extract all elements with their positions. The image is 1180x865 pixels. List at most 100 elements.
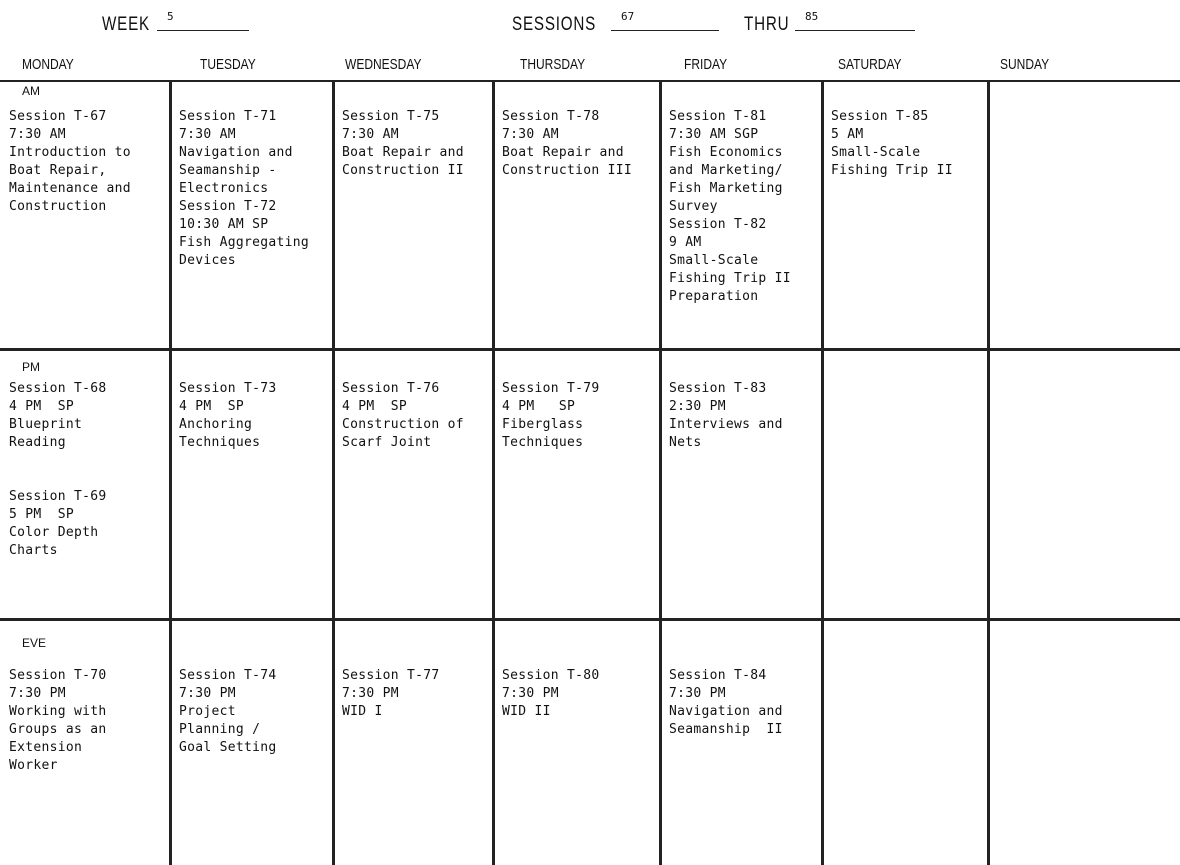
cell-text-line: Survey (669, 199, 718, 214)
row-divider (0, 348, 1180, 351)
period-label-pm: PM (22, 360, 40, 374)
cell-text-line: 10:30 AM SP (179, 217, 269, 232)
cell-text-line: Devices (179, 253, 236, 268)
schedule-cell-am-thursday: Session T-78 7:30 AM Boat Repair and Constr… (502, 108, 632, 180)
cell-text-line: 7:30 PM (669, 686, 726, 701)
schedule-cell-eve-friday: Session T-84 7:30 PM Navigation and Seamans… (669, 667, 783, 739)
column-divider (987, 80, 990, 865)
cell-text-line: Fishing Trip II (669, 271, 791, 286)
sessions-from-value: 67 (611, 8, 719, 31)
schedule-cell-eve-monday: Session T-70 7:30 PM Working with Groups as… (9, 667, 107, 775)
sessions-to-value: 85 (795, 8, 915, 31)
cell-text-line: 5 AM (831, 127, 864, 142)
cell-text-line: 7:30 PM (9, 686, 66, 701)
day-header-tuesday: TUESDAY (200, 56, 256, 73)
cell-text-line: Boat Repair and (502, 145, 624, 160)
sessions-label: SESSIONS (512, 14, 597, 35)
cell-text-line: WID I (342, 704, 383, 719)
thru-label: THRU (744, 14, 790, 35)
cell-text-line: 2:30 PM (669, 399, 726, 414)
cell-text-line: 7:30 PM (502, 686, 559, 701)
cell-text-line: Session T-84 (669, 668, 767, 683)
cell-text-line: Blueprint (9, 417, 83, 432)
cell-text-line: Session T-82 (669, 217, 767, 232)
day-header-saturday: SATURDAY (838, 56, 902, 73)
cell-text-line: Construction III (502, 163, 633, 178)
schedule-cell-pm-thursday: Session T-79 4 PM SP Fiberglass Techniques (502, 380, 600, 452)
schedule-cell-eve-thursday: Session T-80 7:30 PM WID II (502, 667, 600, 721)
cell-text-line: Small-Scale (831, 145, 921, 160)
cell-text-line: 7:30 PM (179, 686, 236, 701)
cell-text-line: Worker (9, 758, 58, 773)
week-label: WEEK (102, 14, 150, 35)
cell-text-line: Techniques (179, 435, 261, 450)
cell-text-line: Navigation and (669, 704, 783, 719)
column-divider (332, 80, 335, 865)
cell-text-line: Introduction to (9, 145, 131, 160)
cell-text-line: Groups as an (9, 722, 107, 737)
cell-text-line: Session T-81 (669, 109, 767, 124)
cell-text-line: 7:30 AM (179, 127, 236, 142)
cell-text-line: 7:30 AM (342, 127, 399, 142)
cell-text-line: Session T-83 (669, 381, 767, 396)
day-header-sunday: SUNDAY (1000, 56, 1050, 73)
cell-text-line: Navigation and (179, 145, 293, 160)
cell-text-line: Construction II (342, 163, 464, 178)
cell-text-line: Session T-67 (9, 109, 107, 124)
day-header-thursday: THURSDAY (520, 56, 586, 73)
cell-text-line: Session T-75 (342, 109, 440, 124)
cell-text-line: Session T-68 (9, 381, 107, 396)
schedule-cell-pm-tuesday: Session T-73 4 PM SP Anchoring Techniques (179, 380, 277, 452)
schedule-cell-am-friday: Session T-81 7:30 AM SGP Fish Economics and… (669, 108, 791, 306)
cell-text-line: Nets (669, 435, 702, 450)
cell-text-line: Session T-74 (179, 668, 277, 683)
cell-text-line: 7:30 AM (502, 127, 559, 142)
cell-text-line: Fish Aggregating (179, 235, 310, 250)
cell-text-line (9, 452, 107, 470)
day-header-wednesday: WEDNESDAY (345, 56, 422, 73)
row-divider (0, 618, 1180, 621)
schedule-cell-am-tuesday: Session T-71 7:30 AM Navigation and Seamans… (179, 108, 309, 270)
row-divider (0, 80, 1180, 82)
cell-text-line: Boat Repair, (9, 163, 107, 178)
cell-text-line: Scarf Joint (342, 435, 432, 450)
cell-text-line: 4 PM SP (179, 399, 245, 414)
cell-text-line: Seamanship II (669, 722, 783, 737)
schedule-cell-eve-wednesday: Session T-77 7:30 PM WID I (342, 667, 440, 721)
cell-text-line: Preparation (669, 289, 759, 304)
cell-text-line: 5 PM SP (9, 507, 75, 522)
cell-text-line: Project (179, 704, 236, 719)
cell-text-line: Maintenance and (9, 181, 131, 196)
week-value: 5 (157, 8, 249, 31)
cell-text-line: Session T-72 (179, 199, 277, 214)
cell-text-line: Small-Scale (669, 253, 759, 268)
day-header-monday: MONDAY (22, 56, 74, 73)
column-divider (492, 80, 495, 865)
cell-text-line: 4 PM SP (342, 399, 408, 414)
cell-text-line: Session T-70 (9, 668, 107, 683)
cell-text-line: Boat Repair and (342, 145, 464, 160)
cell-text-line: Extension (9, 740, 83, 755)
cell-text-line: 9 AM (669, 235, 702, 250)
schedule-cell-am-monday: Session T-67 7:30 AM Introduction to Boat R… (9, 108, 131, 216)
schedule-cell-eve-tuesday: Session T-74 7:30 PM Project Planning / Goal… (179, 667, 277, 757)
cell-text-line: Session T-85 (831, 109, 929, 124)
cell-text-line: 7:30 AM (9, 127, 66, 142)
cell-text-line: Session T-79 (502, 381, 600, 396)
cell-text-line: Reading (9, 435, 66, 450)
cell-text-line: Construction of (342, 417, 464, 432)
column-divider (821, 80, 824, 865)
period-label-eve: EVE (22, 636, 47, 650)
period-label-am: AM (22, 84, 40, 98)
schedule-cell-am-saturday: Session T-85 5 AM Small-Scale Fishing Trip … (831, 108, 953, 180)
cell-text-line: Session T-69 (9, 489, 107, 504)
cell-text-line: 7:30 AM SGP (669, 127, 759, 142)
cell-text-line: Techniques (502, 435, 584, 450)
cell-text-line: 7:30 PM (342, 686, 399, 701)
cell-text-line: WID II (502, 704, 551, 719)
cell-text-line: Session T-73 (179, 381, 277, 396)
cell-text-line: Session T-76 (342, 381, 440, 396)
cell-text-line: Session T-71 (179, 109, 277, 124)
cell-text-line: Session T-78 (502, 109, 600, 124)
cell-text-line: 4 PM SP (502, 399, 576, 414)
